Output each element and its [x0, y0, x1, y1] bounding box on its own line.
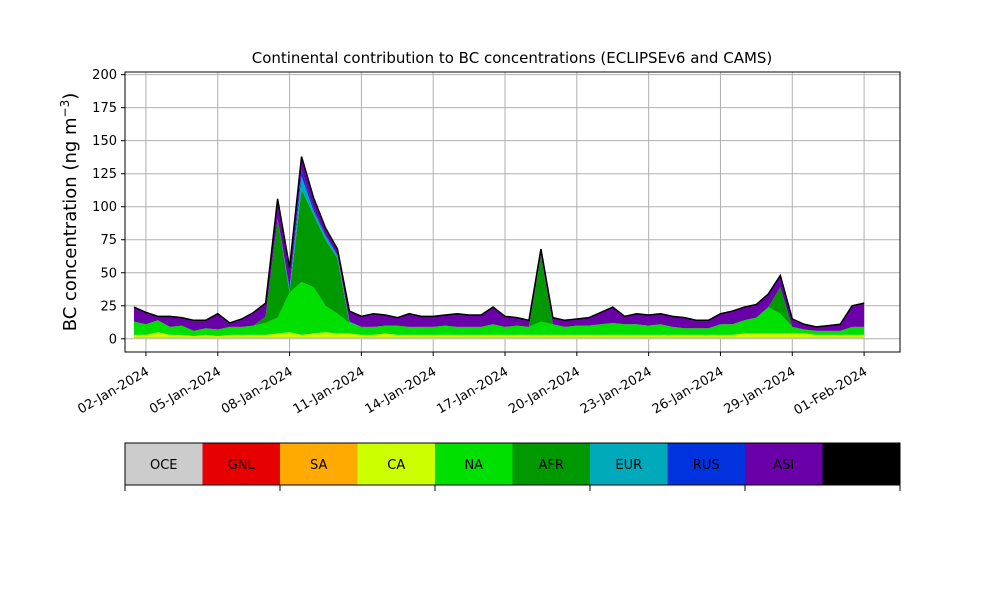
legend-label: OCE [150, 458, 178, 473]
x-tick-label: 01-Feb-2024 [792, 364, 871, 418]
stacked-areas [133, 156, 865, 339]
legend-label: AUS [848, 458, 875, 473]
area-aus [133, 156, 865, 327]
y-tick-label: 150 [92, 134, 117, 149]
x-tick-label: 20-Jan-2024 [506, 364, 583, 417]
area-na [133, 282, 865, 337]
chart-title: Continental contribution to BC concentra… [252, 49, 773, 67]
y-tick-label: 125 [92, 167, 117, 182]
legend-swatch-na [435, 443, 513, 485]
total-line [133, 156, 865, 328]
y-tick-label: 200 [92, 68, 117, 83]
legend-label: RUS [693, 458, 720, 473]
legend-label: ASI [773, 458, 794, 473]
y-tick-label: 175 [92, 101, 117, 116]
legend-label: EUR [615, 458, 642, 473]
legend-swatch-rus [667, 443, 745, 485]
legend-swatch-oce [125, 443, 203, 485]
legend-swatch-sa [280, 443, 358, 485]
x-tick-label: 17-Jan-2024 [434, 364, 511, 417]
legend-swatch-asi [745, 443, 823, 485]
area-oce [133, 338, 865, 339]
legend-label: SA [310, 458, 327, 473]
plot-frame [124, 71, 901, 353]
x-tick-label: 05-Jan-2024 [147, 364, 224, 417]
legend-swatch-gnl [202, 443, 280, 485]
x-axis: 02-Jan-202405-Jan-202408-Jan-202411-Jan-… [75, 352, 870, 418]
legend-label: NA [464, 458, 483, 473]
legend-swatch-eur [590, 443, 668, 485]
legend-swatch-aus [822, 443, 900, 485]
x-tick-label: 14-Jan-2024 [363, 364, 440, 417]
x-tick-label: 26-Jan-2024 [650, 364, 727, 417]
grid-lines [125, 72, 900, 352]
legend-label: GNL [228, 458, 256, 473]
x-tick-label: 11-Jan-2024 [291, 364, 368, 417]
legend-label: AFR [539, 458, 564, 473]
y-axis-label-text: BC concentration (ng m [60, 117, 81, 331]
area-afr [133, 189, 865, 331]
x-tick-label: 02-Jan-2024 [75, 364, 152, 417]
y-tick-label: 25 [100, 299, 117, 314]
x-tick-label: 08-Jan-2024 [219, 364, 296, 417]
legend-colorbar: OCE GNL SA CA NA AFR EUR RUS ASI AUS [124, 442, 901, 491]
y-tick-label: 50 [100, 266, 117, 281]
legend-frame [124, 442, 901, 486]
y-axis-label-close: ) [60, 93, 81, 100]
y-tick-label: 75 [100, 233, 117, 248]
area-sa [133, 337, 865, 339]
x-tick-label: 23-Jan-2024 [578, 364, 655, 417]
y-tick-label: 100 [92, 200, 117, 215]
legend-swatch-ca [357, 443, 435, 485]
y-axis: 0 25 50 75 100 125 150 175 200 [92, 68, 125, 347]
x-tick-label: 29-Jan-2024 [722, 364, 799, 417]
y-axis-label-superscript: −3 [58, 100, 72, 118]
total-outline [133, 156, 865, 328]
legend-swatch-afr [512, 443, 590, 485]
y-tick-label: 0 [109, 332, 117, 347]
y-axis-label: BC concentration (ng m−3) [58, 93, 81, 332]
legend-label: CA [387, 458, 405, 473]
